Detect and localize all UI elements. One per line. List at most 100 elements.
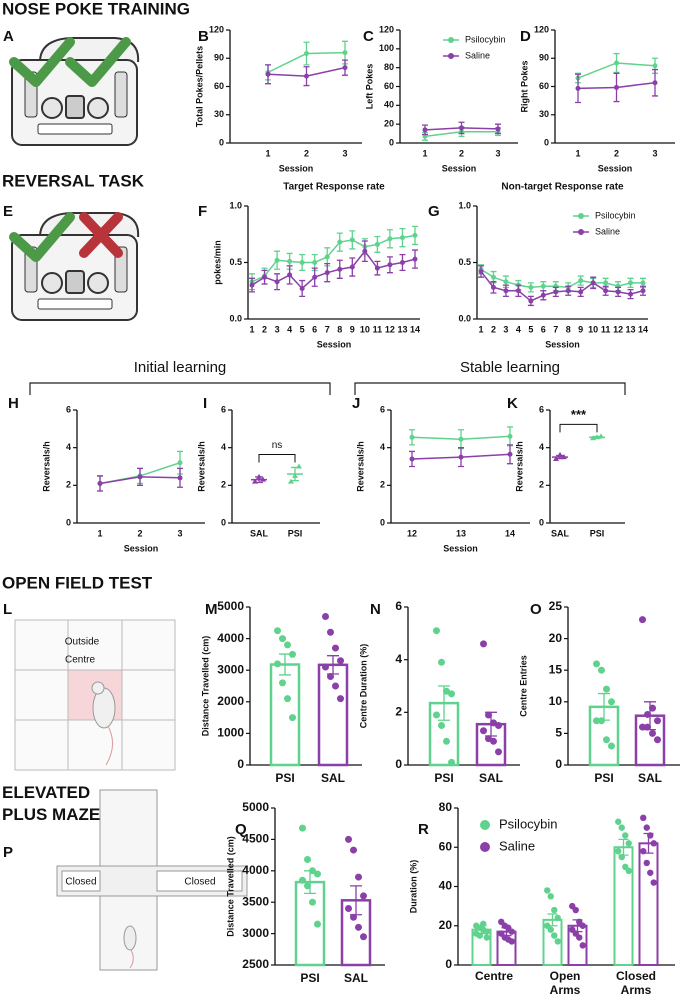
x-tick-label: PSI <box>434 771 453 785</box>
data-point <box>603 280 609 286</box>
x-tick-label: PSI <box>275 771 294 785</box>
data-point <box>598 717 605 725</box>
data-point <box>490 274 496 280</box>
data-point <box>345 904 352 912</box>
chart-title: Target Response rate <box>283 182 385 193</box>
y-axis-title: Distance Travelled (cm) <box>225 836 235 937</box>
data-point <box>554 938 561 945</box>
data-point <box>309 898 316 906</box>
data-point <box>438 722 445 729</box>
y-tick-label: 0 <box>237 757 244 771</box>
data-point <box>322 612 329 620</box>
x-tick-label: 14 <box>638 324 648 334</box>
legend-label: Saline <box>465 50 490 60</box>
data-point <box>540 292 546 298</box>
panel-letter: N <box>370 601 381 618</box>
y-tick-label: 120 <box>534 24 549 34</box>
y-tick-label: 5 <box>555 726 562 740</box>
data-point <box>374 265 380 271</box>
x-axis-title: Session <box>442 163 477 173</box>
x-tick-label: 11 <box>601 324 611 334</box>
panel-letter: O <box>530 601 542 618</box>
data-point <box>443 737 450 745</box>
x-tick-label-box: Open Arms <box>549 969 581 997</box>
data-point <box>249 282 255 288</box>
x-tick-label: 2 <box>614 148 619 158</box>
y-tick-label: 6 <box>66 404 71 414</box>
panel-letter: L <box>3 601 12 618</box>
data-point <box>483 934 490 941</box>
data-point <box>362 248 368 254</box>
data-point <box>654 717 661 725</box>
data-point <box>579 942 586 949</box>
data-point <box>528 298 534 304</box>
plus-maze-illustration <box>56 789 248 971</box>
data-point <box>387 262 393 268</box>
y-tick-label: 3000 <box>242 926 269 940</box>
x-tick-label: 4 <box>516 324 521 334</box>
y-tick-label: 40 <box>384 100 394 110</box>
data-point <box>485 711 492 719</box>
chart: 0 2 4 6 Reversals/h Session 1 2 3 <box>41 404 205 553</box>
y-tick-label: 4 <box>66 442 71 452</box>
data-point <box>515 288 521 294</box>
y-tick-label: 30 <box>214 109 224 119</box>
legend-label: Saline <box>595 226 620 236</box>
chart: 0 2 4 6 Reversals/h Session 12 13 14 <box>355 404 530 553</box>
y-axis-title: Centre Entries <box>518 655 528 717</box>
data-point <box>299 824 306 832</box>
x-tick-label: 14 <box>505 528 515 538</box>
chart: 0 2 4 6 Centre Duration (%) PSI SAL <box>358 599 520 785</box>
illustration-label: Centre <box>65 655 95 666</box>
data-point <box>547 926 554 933</box>
y-tick-label: 120 <box>209 24 224 34</box>
data-point <box>551 932 558 939</box>
data-point <box>314 870 321 878</box>
y-tick-label: 20 <box>384 119 394 129</box>
y-tick-label: 4000 <box>217 631 244 645</box>
data-point <box>327 673 334 681</box>
data-point <box>349 264 355 270</box>
y-axis-title: Reversals/h <box>355 441 365 492</box>
data-point <box>480 640 487 648</box>
panel-letter: P <box>3 844 13 861</box>
y-tick-label: 25 <box>549 599 563 613</box>
data-point <box>508 928 515 935</box>
y-tick-label: 0 <box>66 517 71 527</box>
data-point <box>304 882 311 890</box>
data-point <box>433 711 440 719</box>
x-tick-label: 12 <box>613 324 623 334</box>
x-tick-label: Centre <box>474 969 513 983</box>
data-point <box>337 695 344 703</box>
x-tick-label: 13 <box>397 324 407 334</box>
bar <box>317 663 349 767</box>
chart: 0.0 0.5 1.0 Session Non-target Response rate… <box>458 182 648 350</box>
x-tick-label: 2 <box>459 148 464 158</box>
data-point <box>349 237 355 243</box>
data-point <box>304 855 311 863</box>
y-tick-label: 2 <box>221 480 226 490</box>
data-point <box>312 274 318 280</box>
y-tick-label: 60 <box>384 81 394 91</box>
x-tick-label: 10 <box>588 324 598 334</box>
data-point <box>644 710 651 718</box>
x-tick-label: Open Arms <box>549 969 581 997</box>
data-point <box>448 758 455 766</box>
data-point <box>590 280 596 286</box>
data-point <box>433 627 440 635</box>
data-point <box>615 289 621 295</box>
y-tick-label: 4 <box>380 442 385 452</box>
data-point <box>490 737 497 745</box>
data-point <box>553 289 559 295</box>
data-point <box>332 682 339 690</box>
data-point <box>412 232 418 238</box>
data-point <box>507 451 513 457</box>
data-point <box>649 704 656 712</box>
y-axis-title: Total Pokes/Pellets <box>194 46 204 127</box>
data-point <box>342 65 348 71</box>
data-point <box>355 873 362 881</box>
panel-letter: G <box>428 203 440 220</box>
y-tick-label: 0 <box>445 957 452 971</box>
data-point <box>274 257 280 263</box>
panel-letter: J <box>352 395 360 412</box>
